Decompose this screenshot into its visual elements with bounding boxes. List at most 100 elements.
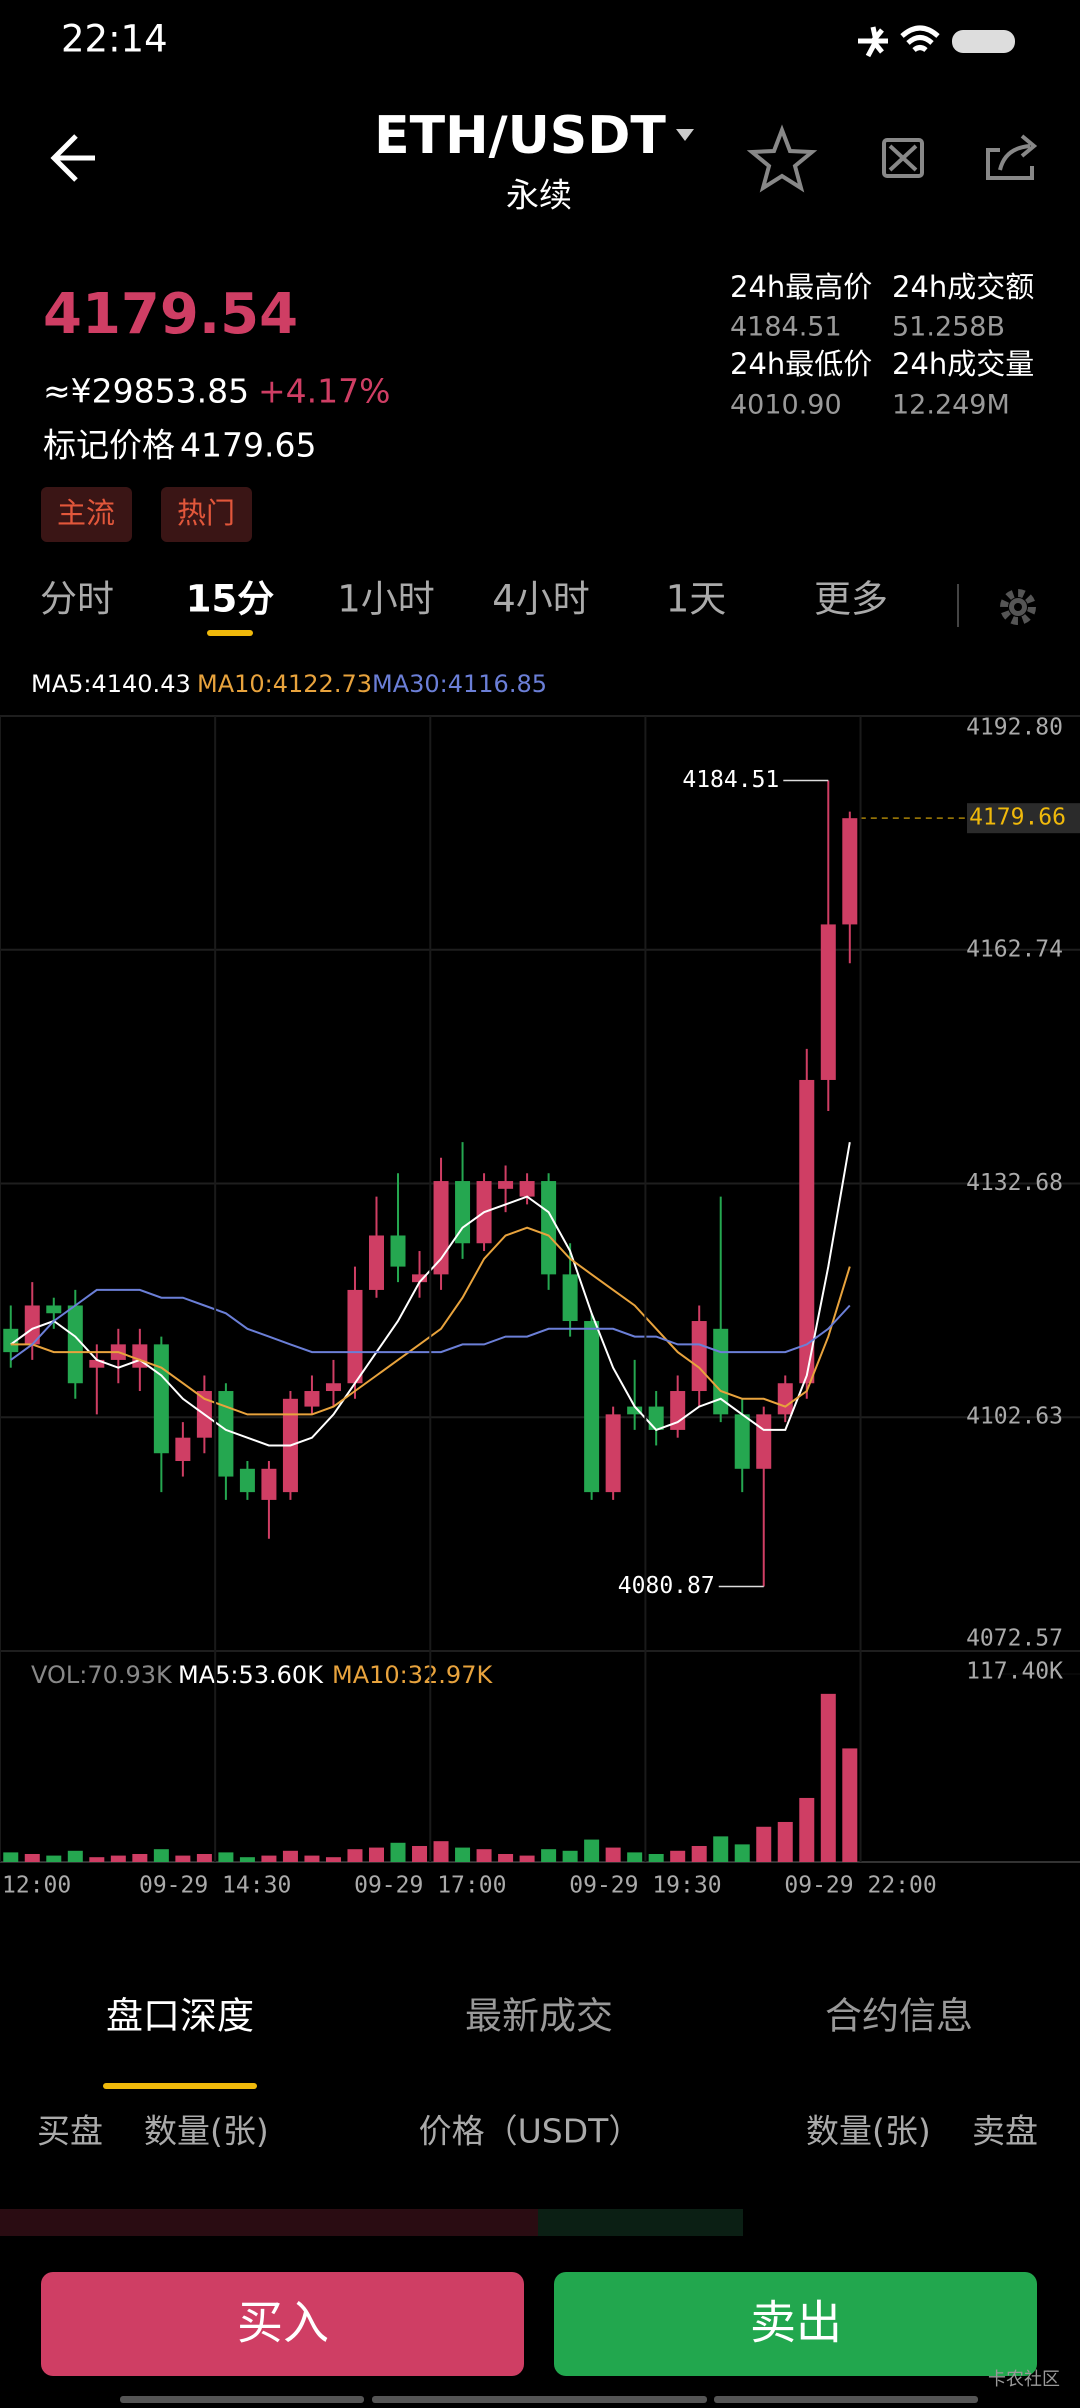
x-tick-label: 12:00 bbox=[2, 1873, 71, 1899]
volume-bar bbox=[347, 1849, 363, 1862]
last-price-tag bbox=[967, 803, 1080, 834]
interval-tab[interactable]: 1小时 bbox=[337, 578, 435, 621]
volume-bar bbox=[110, 1855, 126, 1862]
favorite-button[interactable] bbox=[746, 124, 818, 193]
low-label: 4080.87 bbox=[618, 1573, 715, 1599]
stat-label: 24h成交量 bbox=[892, 347, 1034, 381]
candle-body bbox=[261, 1468, 277, 1500]
stat-label: 24h成交额 bbox=[892, 270, 1034, 304]
volume-bar bbox=[218, 1852, 234, 1862]
candle-body bbox=[455, 1181, 471, 1244]
last-price-label: 4179.66 bbox=[969, 805, 1066, 831]
y-tick-label: 4192.80 bbox=[966, 715, 1063, 741]
stat-value: 4184.51 bbox=[730, 312, 842, 343]
volume-bar bbox=[412, 1845, 428, 1862]
candle-body bbox=[756, 1414, 772, 1469]
candle-body bbox=[519, 1181, 535, 1197]
volume-bar bbox=[153, 1849, 169, 1862]
volume-bar bbox=[713, 1836, 729, 1862]
candle-body bbox=[175, 1437, 191, 1462]
volume-bar bbox=[239, 1857, 255, 1862]
sell-button[interactable] bbox=[554, 2272, 1037, 2376]
volume-bar bbox=[455, 1847, 471, 1862]
depth-header: 买盘 bbox=[37, 2112, 103, 2151]
depth-header: 数量(张) bbox=[144, 2112, 269, 2151]
tag: 热门 bbox=[177, 496, 235, 530]
volume-bar bbox=[325, 1857, 341, 1862]
last-price: 4179.54 bbox=[43, 282, 298, 347]
volume-bar bbox=[820, 1693, 836, 1862]
candle-body bbox=[67, 1305, 83, 1384]
volume-bar bbox=[368, 1847, 384, 1862]
dropdown-arrow[interactable] bbox=[676, 129, 694, 141]
back-button[interactable] bbox=[50, 134, 95, 182]
candle-body bbox=[433, 1181, 449, 1275]
candle-body bbox=[89, 1359, 105, 1368]
volume-bar bbox=[132, 1853, 148, 1862]
candle-body bbox=[584, 1321, 600, 1493]
volume-bar bbox=[476, 1849, 492, 1862]
volume-bar bbox=[562, 1850, 578, 1862]
interval-tab[interactable]: 15分 bbox=[186, 578, 275, 621]
volume-bar bbox=[648, 1853, 664, 1862]
high-label: 4184.51 bbox=[682, 767, 779, 793]
candle-body bbox=[239, 1468, 255, 1493]
ma-legend: MA5:4140.43 bbox=[31, 670, 191, 698]
depth-bid-bar bbox=[0, 2209, 538, 2236]
nav-bar bbox=[372, 2396, 707, 2403]
volume-bar bbox=[734, 1844, 750, 1862]
volume-bar bbox=[541, 1849, 557, 1862]
candle-body bbox=[304, 1391, 320, 1407]
candle-body bbox=[820, 924, 836, 1080]
nav-bar bbox=[714, 2396, 978, 2403]
change-percent: +4.17% bbox=[258, 372, 390, 411]
volume-bar bbox=[691, 1845, 707, 1862]
stat-value: 51.258B bbox=[892, 312, 1005, 343]
pair-title[interactable]: ETH/USDT bbox=[374, 106, 666, 166]
candle-body bbox=[562, 1274, 578, 1322]
tag-bg bbox=[41, 487, 132, 542]
panel-tab[interactable]: 盘口深度 bbox=[106, 1995, 254, 2038]
tab-underline bbox=[103, 2083, 257, 2089]
candle-body bbox=[648, 1406, 664, 1430]
candle-body bbox=[412, 1274, 428, 1283]
tag-bg bbox=[161, 487, 252, 542]
volume-bar bbox=[498, 1853, 514, 1862]
interval-tab[interactable]: 分时 bbox=[40, 578, 114, 621]
candle-body bbox=[605, 1414, 621, 1493]
candle-body bbox=[218, 1391, 234, 1477]
y-tick-label: 4102.63 bbox=[966, 1404, 1063, 1430]
interval-tab[interactable]: 1天 bbox=[666, 578, 727, 621]
stat-label: 24h最低价 bbox=[730, 347, 872, 381]
x-tick-label: 09-29 19:30 bbox=[569, 1873, 721, 1899]
depth-ask-bar bbox=[538, 2209, 743, 2236]
sell-label[interactable]: 卖出 bbox=[750, 2296, 842, 2350]
candle-body bbox=[842, 818, 858, 925]
interval-tab[interactable]: 4小时 bbox=[492, 578, 590, 621]
depth-header: 卖盘 bbox=[972, 2112, 1038, 2151]
share-button[interactable] bbox=[986, 134, 1038, 180]
candle-body bbox=[691, 1321, 707, 1392]
candle-body bbox=[390, 1235, 406, 1267]
panel-tab[interactable]: 合约信息 bbox=[825, 1995, 973, 2038]
panel-tab[interactable]: 最新成交 bbox=[465, 1995, 613, 2038]
fullscreen-button[interactable] bbox=[882, 138, 924, 178]
stat-label: 24h最高价 bbox=[730, 270, 872, 304]
buy-label[interactable]: 买入 bbox=[237, 2296, 329, 2350]
y-tick-label: 4072.57 bbox=[966, 1626, 1063, 1652]
tab-underline bbox=[207, 630, 253, 636]
volume-bar bbox=[433, 1841, 449, 1862]
volume-bar bbox=[605, 1847, 621, 1862]
watermark: 卡农社区 bbox=[988, 2369, 1060, 2390]
nav-bar bbox=[120, 2396, 364, 2403]
volume-bar bbox=[175, 1855, 191, 1862]
settings-button[interactable] bbox=[1000, 589, 1036, 625]
candle-body bbox=[46, 1305, 62, 1314]
interval-tab[interactable]: 更多 bbox=[814, 578, 888, 621]
vol-legend: MA10:32.97K bbox=[332, 1661, 493, 1689]
cny-price: ≈¥29853.85 bbox=[43, 372, 249, 411]
volume-bar bbox=[519, 1855, 535, 1862]
buy-button[interactable] bbox=[41, 2272, 524, 2376]
